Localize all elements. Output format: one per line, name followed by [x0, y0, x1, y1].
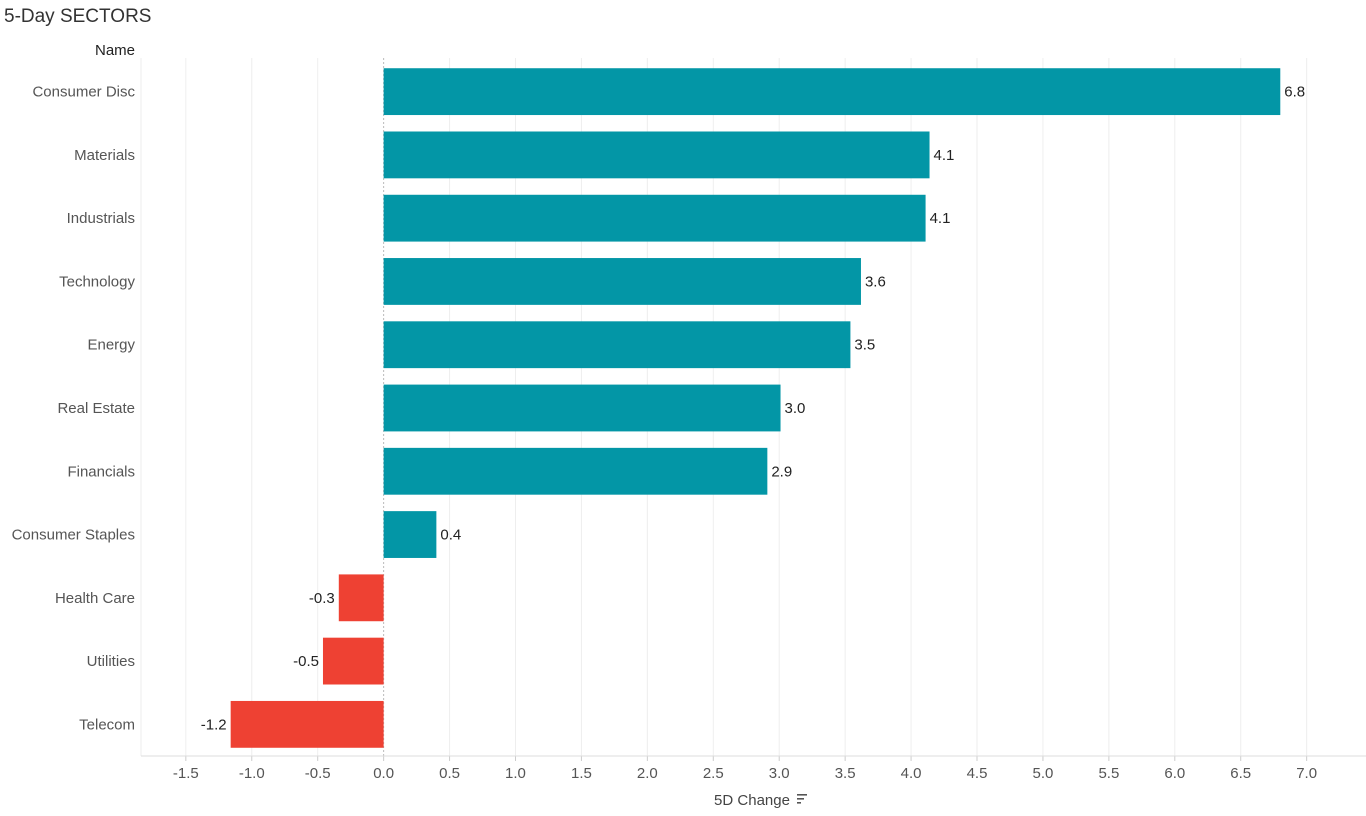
data-label: 4.1	[930, 210, 951, 227]
x-tick-label: -1.0	[239, 765, 265, 782]
x-tick-label: 3.5	[835, 765, 856, 782]
bars	[230, 68, 1281, 748]
bar[interactable]	[383, 447, 768, 495]
data-label: -0.5	[293, 653, 319, 670]
x-tick-label: 0.0	[373, 765, 394, 782]
x-tick-label: 5.0	[1033, 765, 1054, 782]
x-tick-label: -1.5	[173, 765, 199, 782]
x-tick-label: 2.0	[637, 765, 658, 782]
data-label: 4.1	[934, 147, 955, 164]
bar[interactable]	[383, 258, 861, 305]
chart-title: 5-Day SECTORS	[4, 6, 152, 27]
x-tick-label: -0.5	[305, 765, 331, 782]
category-axis-header: Name	[95, 42, 135, 59]
category-label: Industrials	[67, 210, 135, 227]
bar[interactable]	[383, 384, 781, 432]
x-tick-label: 6.5	[1230, 765, 1251, 782]
bar[interactable]	[230, 700, 384, 748]
labels: -1.5 -1.0 -0.5 0.0 0.5 1.0 1.5 2.0 2.5 3.0 3.5 4.0 4…	[12, 84, 1317, 782]
data-label: -0.3	[309, 590, 335, 607]
x-tick-label: 0.5	[439, 765, 460, 782]
category-label: Telecom	[79, 716, 135, 733]
x-axis-title: 5D Change	[714, 792, 790, 809]
bar[interactable]	[383, 511, 437, 558]
x-tick-label: 1.5	[571, 765, 592, 782]
bar[interactable]	[383, 194, 926, 242]
bar[interactable]	[338, 574, 384, 622]
category-label: Real Estate	[57, 400, 135, 417]
category-label: Health Care	[55, 590, 135, 607]
data-label: 3.6	[865, 273, 886, 290]
data-label: 2.9	[771, 463, 792, 480]
x-tick-label: 5.5	[1098, 765, 1119, 782]
data-label: -1.2	[201, 716, 227, 733]
data-label: 3.0	[785, 400, 806, 417]
category-label: Materials	[74, 147, 135, 164]
data-label: 0.4	[440, 527, 461, 544]
sort-descending-icon[interactable]	[797, 794, 807, 804]
bar[interactable]	[383, 68, 1281, 116]
x-tick-label: 4.0	[901, 765, 922, 782]
category-label: Consumer Staples	[12, 527, 135, 544]
data-label: 6.8	[1284, 84, 1305, 101]
category-label: Consumer Disc	[32, 84, 135, 101]
x-tick-label: 4.5	[967, 765, 988, 782]
x-tick-label: 6.0	[1164, 765, 1185, 782]
category-label: Technology	[59, 273, 135, 290]
x-tick-label: 1.0	[505, 765, 526, 782]
category-label: Utilities	[87, 653, 135, 670]
x-tick-label: 3.0	[769, 765, 790, 782]
x-tick-label: 7.0	[1296, 765, 1317, 782]
category-label: Financials	[67, 463, 135, 480]
x-tick-label: 2.5	[703, 765, 724, 782]
bar[interactable]	[383, 131, 930, 179]
category-label: Energy	[87, 337, 135, 354]
data-label: 3.5	[854, 337, 875, 354]
bar[interactable]	[322, 637, 384, 685]
bar[interactable]	[383, 321, 851, 369]
